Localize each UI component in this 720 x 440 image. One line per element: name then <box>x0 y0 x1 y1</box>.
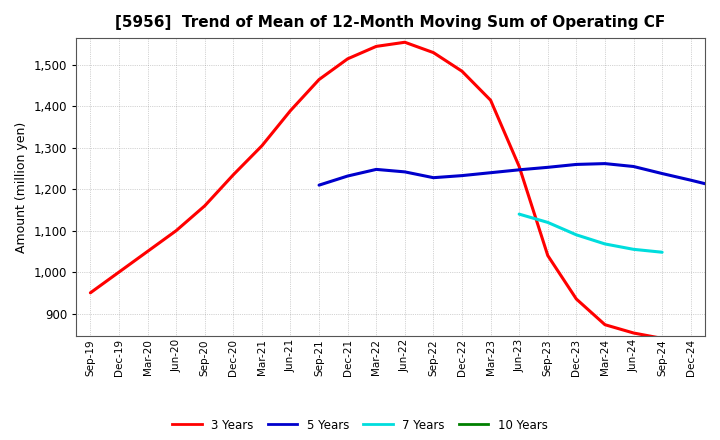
Legend: 3 Years, 5 Years, 7 Years, 10 Years: 3 Years, 5 Years, 7 Years, 10 Years <box>168 414 552 436</box>
Y-axis label: Amount (million yen): Amount (million yen) <box>15 121 28 253</box>
Title: [5956]  Trend of Mean of 12-Month Moving Sum of Operating CF: [5956] Trend of Mean of 12-Month Moving … <box>115 15 666 30</box>
